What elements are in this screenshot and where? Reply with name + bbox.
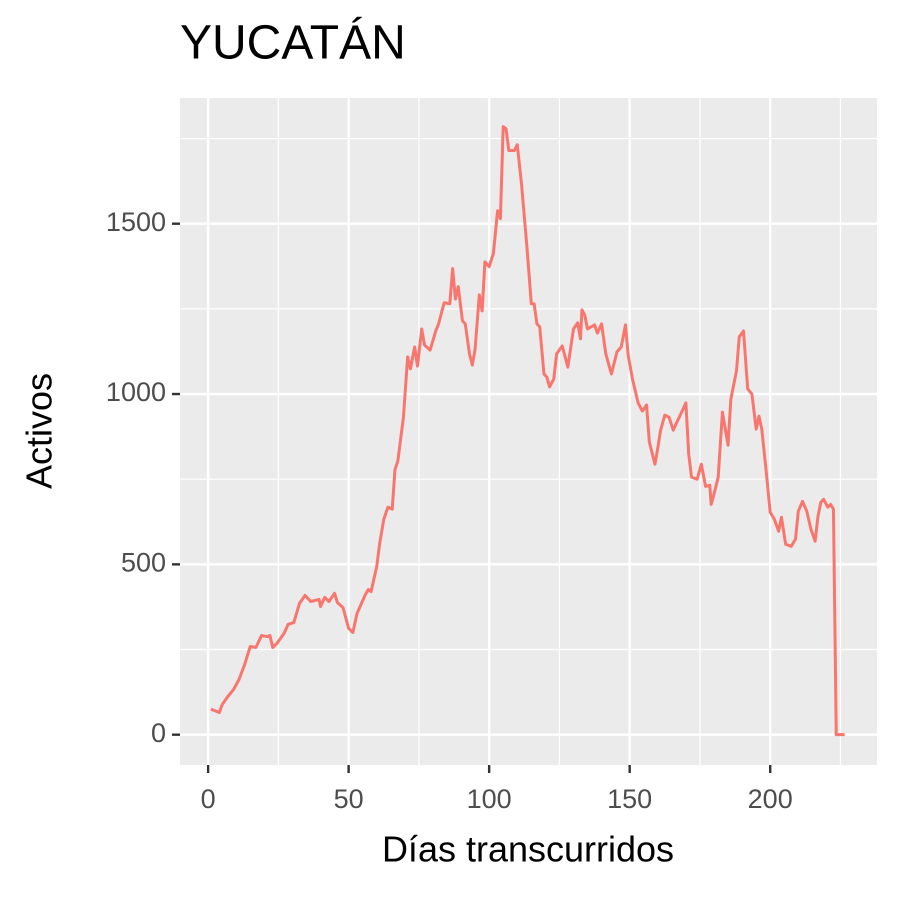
chart-title: YUCATÁN [180, 17, 406, 70]
x-axis-label: Días transcurridos [382, 829, 674, 870]
x-tick-label: 0 [201, 784, 216, 814]
line [210, 125, 845, 737]
x-tick-label: 200 [748, 784, 793, 814]
y-tick-label: 0 [151, 718, 166, 748]
panel [180, 98, 877, 765]
y-tick-label: 1000 [106, 377, 166, 407]
x-tick-label: 50 [334, 784, 364, 814]
y-tick-label: 1500 [106, 207, 166, 237]
y-axis-label: Activos [19, 373, 60, 489]
y-tick-label: 500 [121, 547, 166, 577]
x-tick-label: 150 [607, 784, 652, 814]
x-tick-label: 100 [467, 784, 512, 814]
